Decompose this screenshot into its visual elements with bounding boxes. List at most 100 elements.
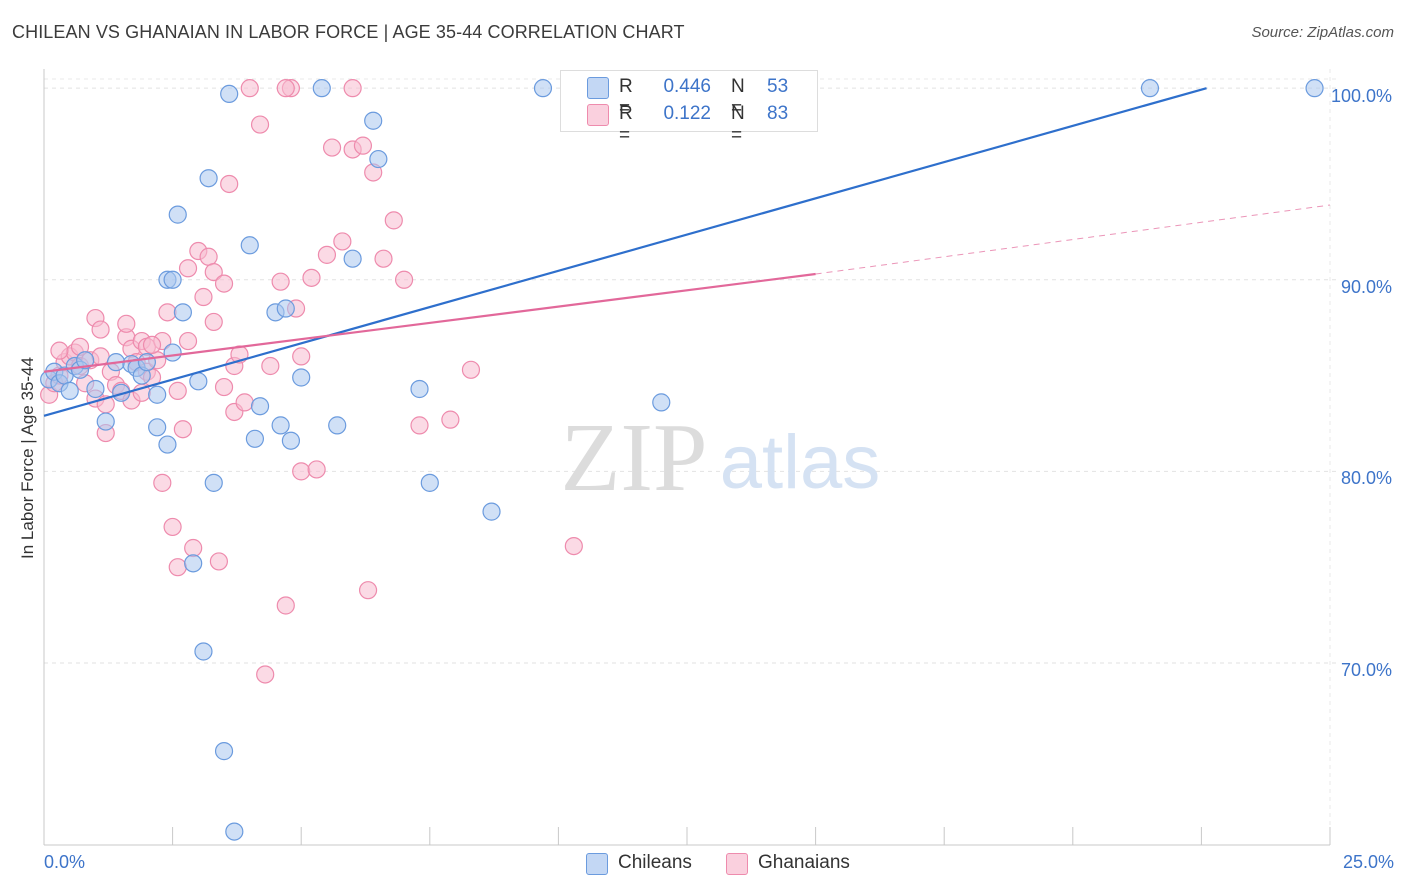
data-point-ghanaians	[173, 420, 192, 439]
data-point-ghanaians	[292, 462, 311, 481]
y-tick-label-100: 100.0%	[1330, 86, 1392, 106]
data-point-chileans	[163, 270, 182, 289]
data-point-ghanaians	[184, 538, 203, 558]
data-point-chileans	[137, 353, 156, 372]
data-point-ghanaians	[168, 381, 187, 400]
data-point-ghanaians	[343, 79, 362, 98]
y-axis-label: In Labor Force | Age 35-44	[18, 357, 37, 559]
data-point-chileans	[168, 205, 187, 224]
series-ghanaians-points	[40, 79, 583, 684]
data-point-chileans	[158, 435, 177, 454]
data-point-ghanaians	[199, 247, 218, 266]
data-point-chileans	[312, 79, 331, 98]
data-point-ghanaians	[178, 259, 198, 278]
watermark-zip: ZIP	[561, 404, 708, 512]
data-point-ghanaians	[204, 312, 223, 332]
trend-line-ghanaians	[43, 272, 816, 373]
data-point-chileans	[364, 111, 383, 130]
data-point-ghanaians	[256, 665, 275, 684]
data-point-ghanaians	[91, 320, 110, 339]
data-point-ghanaians	[302, 268, 321, 287]
data-point-chileans	[343, 249, 362, 268]
data-point-chileans	[204, 473, 223, 492]
trend-line-extension-ghanaians	[815, 204, 1331, 275]
data-point-ghanaians	[163, 517, 182, 537]
data-point-ghanaians	[317, 245, 337, 264]
data-point-ghanaians	[250, 115, 270, 134]
data-point-chileans	[240, 236, 259, 255]
stats-legend: R = 0.446 N = 53 R = 0.122 N = 83	[560, 70, 818, 146]
legend-swatch-ghanaians	[587, 104, 609, 126]
data-point-ghanaians	[50, 341, 69, 360]
data-point-ghanaians	[394, 270, 414, 289]
data-point-chileans	[271, 416, 290, 435]
data-point-ghanaians	[91, 347, 110, 366]
data-point-ghanaians	[307, 460, 326, 479]
y-tick-label-90: 90.0%	[1340, 277, 1392, 297]
data-point-ghanaians	[204, 263, 223, 282]
data-point-chileans	[225, 822, 244, 841]
data-point-chileans	[652, 393, 671, 412]
data-point-ghanaians	[358, 581, 378, 600]
y-tick-label-70: 70.0%	[1340, 660, 1392, 680]
axes	[43, 69, 1331, 846]
data-point-ghanaians	[384, 211, 403, 230]
data-point-chileans	[1305, 79, 1324, 98]
data-point-ghanaians	[178, 331, 198, 351]
data-point-chileans	[292, 368, 311, 387]
data-point-ghanaians	[261, 356, 280, 376]
series-chileans-points	[40, 79, 1324, 841]
chart-title: CHILEAN VS GHANAIAN IN LABOR FORCE | AGE…	[12, 22, 685, 42]
data-point-chileans	[76, 351, 95, 370]
data-point-chileans	[369, 149, 388, 169]
data-point-ghanaians	[168, 558, 187, 577]
legend-swatch-chileans	[587, 77, 609, 99]
data-point-ghanaians	[142, 335, 162, 355]
bottom-legend-label-chileans: Chileans	[618, 852, 692, 873]
data-point-chileans	[148, 418, 167, 437]
legend-n-value: 53	[767, 76, 789, 97]
data-point-chileans	[60, 381, 79, 400]
legend-r-value: 0.446	[663, 76, 711, 97]
data-point-ghanaians	[271, 272, 290, 291]
data-point-ghanaians	[235, 393, 254, 412]
data-point-ghanaians	[410, 416, 429, 435]
grid-lines	[44, 69, 1336, 845]
data-point-chileans	[276, 299, 295, 318]
legend-r-value: 0.122	[663, 103, 711, 124]
data-point-chileans	[250, 397, 270, 416]
watermark-atlas: atlas	[720, 420, 881, 505]
bottom-legend-swatch-chileans	[586, 853, 608, 875]
data-point-ghanaians	[214, 377, 234, 397]
data-point-chileans	[184, 554, 203, 573]
data-point-chileans	[533, 79, 553, 98]
bottom-legend-label-ghanaians: Ghanaians	[758, 852, 850, 873]
legend-r-label: R =	[619, 76, 633, 119]
data-point-chileans	[214, 742, 234, 761]
data-point-chileans	[112, 383, 131, 402]
data-point-chileans	[281, 431, 301, 450]
data-point-ghanaians	[158, 303, 177, 322]
data-point-ghanaians	[441, 410, 460, 429]
legend-n-label: N =	[731, 103, 745, 146]
trend-line-chileans	[43, 87, 1207, 417]
bottom-legend-swatch-ghanaians	[726, 853, 748, 875]
legend-n-label: N =	[731, 76, 745, 119]
data-point-chileans	[173, 303, 192, 322]
data-point-chileans	[245, 429, 265, 448]
data-point-ghanaians	[117, 314, 136, 333]
data-point-ghanaians	[322, 138, 342, 157]
x-tick-label-max: 25.0%	[1342, 852, 1394, 872]
legend-r-label: R =	[619, 103, 633, 146]
data-point-ghanaians	[461, 360, 481, 379]
data-point-ghanaians	[153, 473, 172, 492]
data-point-ghanaians	[292, 347, 311, 366]
data-point-chileans	[328, 416, 347, 435]
y-tick-label-80: 80.0%	[1340, 468, 1392, 488]
data-point-ghanaians	[194, 287, 213, 307]
data-point-ghanaians	[220, 174, 239, 194]
data-point-ghanaians	[374, 249, 393, 268]
data-point-chileans	[163, 343, 182, 362]
data-point-chileans	[220, 84, 239, 104]
